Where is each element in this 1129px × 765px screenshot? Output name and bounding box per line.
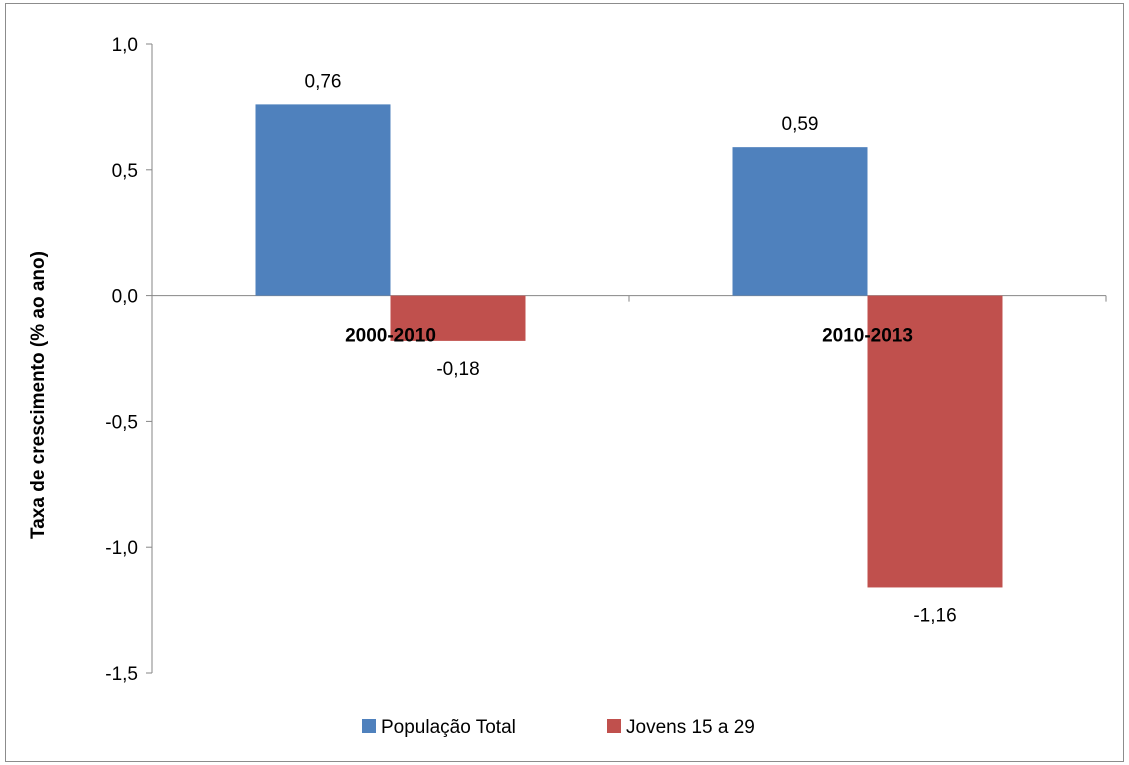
y-axis: 1,0 0,5 0,0 -0,5 -1,0 -1,5 [105, 35, 153, 685]
y-tick-label: 0,5 [112, 161, 138, 182]
legend-swatch [607, 719, 621, 733]
data-label: -0,18 [436, 359, 479, 380]
data-label: 0,59 [782, 114, 819, 135]
legend-label: População Total [381, 717, 516, 738]
legend-label: Jovens 15 a 29 [626, 717, 755, 738]
legend: População Total Jovens 15 a 29 [362, 717, 755, 738]
data-label: 0,76 [305, 71, 342, 92]
category-label: 2010-2013 [822, 326, 913, 347]
y-tick-label: -1,0 [105, 538, 138, 559]
bar [255, 104, 391, 296]
bar [732, 147, 868, 296]
data-label: -1,16 [913, 605, 956, 626]
y-tick-label: 1,0 [112, 35, 138, 56]
y-tick-label: -0,5 [105, 412, 138, 433]
y-tick-label: 0,0 [112, 287, 138, 308]
y-axis-title: Taxa de crescimento (% ao ano) [28, 251, 49, 539]
data-labels: 0,76 -0,18 0,59 -1,16 [305, 71, 957, 626]
bars [255, 104, 1003, 588]
legend-swatch [362, 719, 376, 733]
category-labels: 2000-2010 2010-2013 [345, 326, 913, 347]
bar [867, 295, 1003, 588]
y-tick-label: -1,5 [105, 664, 138, 685]
bar [390, 295, 526, 341]
category-label: 2000-2010 [345, 326, 436, 347]
